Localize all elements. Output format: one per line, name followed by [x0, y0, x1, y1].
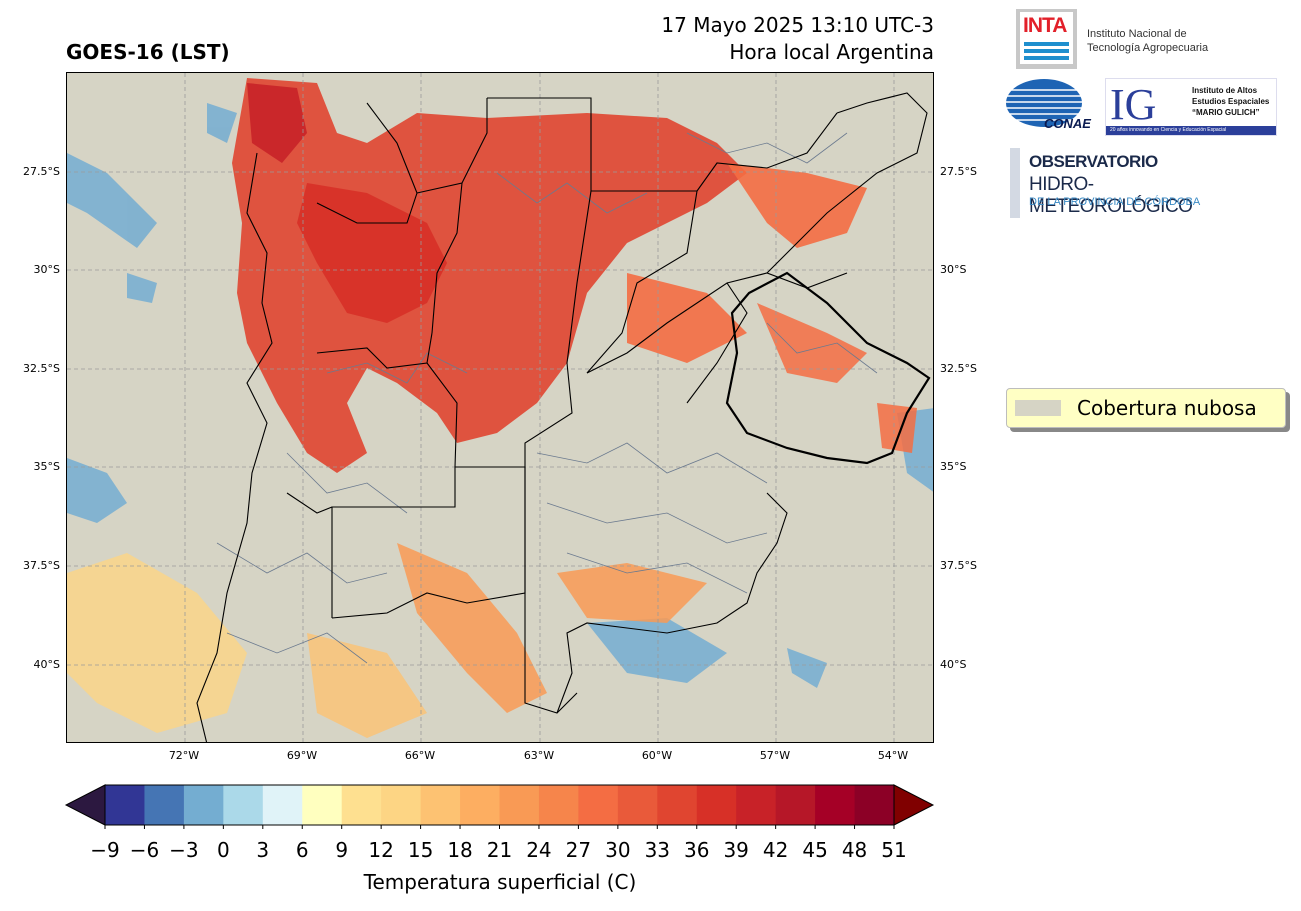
observatorio-line: HIDRO-METEOROLÓGICO — [1029, 174, 1193, 217]
warm-areas — [67, 78, 917, 738]
colorbar-segment — [183, 785, 224, 825]
lat-label-left: 35°S — [33, 460, 60, 473]
inta-name: Instituto Nacional de Tecnología Agropec… — [1087, 27, 1208, 55]
colorbar-tick-label: 3 — [256, 838, 270, 862]
ig-tagline: 20 años innovando en Ciencia y Educación… — [1106, 126, 1276, 135]
colorbar-tick-label: 42 — [762, 838, 789, 862]
colorbar-segment — [223, 785, 264, 825]
inta-name-line: Tecnología Agropecuaria — [1087, 42, 1209, 54]
colorbar-segment — [736, 785, 777, 825]
colorbar-segment — [775, 785, 816, 825]
department-borders — [216, 132, 878, 664]
conae-globe-icon — [1006, 79, 1082, 127]
lat-label-left: 40°S — [33, 658, 60, 671]
colorbar-segment — [420, 785, 461, 825]
colorbar-tick-label: 6 — [295, 838, 309, 862]
colorbar-tick-label: 45 — [802, 838, 828, 862]
conae-logo: CONAE — [1004, 78, 1094, 134]
ig-name-line: “MARIO GULICH” — [1192, 108, 1260, 117]
inta-logo: INTA — [1016, 9, 1077, 69]
colorbar-segment — [854, 785, 895, 825]
observatorio-logo: OBSERVATORIO HIDRO-METEOROLÓGICO DE LA P… — [1010, 146, 1250, 218]
map-title: GOES-16 (LST) — [66, 40, 230, 64]
lat-label-right: 32.5°S — [940, 362, 977, 375]
lon-label: 54°W — [877, 749, 909, 762]
colorbar-tick-label: 12 — [368, 838, 394, 862]
lat-label-right: 40°S — [940, 658, 967, 671]
colorbar-segment — [262, 785, 303, 825]
colorbar — [64, 784, 935, 829]
colorbar-segment — [815, 785, 856, 825]
colorbar-under-arrow — [64, 784, 106, 826]
colorbar-segment — [538, 785, 579, 825]
colorbar-tick-label: −6 — [129, 838, 160, 862]
colorbar-tick-label: 9 — [335, 838, 349, 862]
colorbar-segment — [105, 785, 145, 825]
colorbar-segment — [381, 785, 422, 825]
inta-name-line: Instituto Nacional de — [1087, 28, 1187, 40]
timestamp-line: 17 Mayo 2025 13:10 UTC-3 — [661, 13, 934, 37]
colorbar-tick-label: −3 — [169, 838, 199, 862]
colorbar-tick-label: 0 — [216, 838, 230, 862]
legend-label: Cobertura nubosa — [1077, 396, 1257, 420]
lat-label-left: 27.5°S — [23, 165, 60, 178]
colorbar-tick-label: 33 — [644, 838, 671, 862]
province-borders — [196, 97, 848, 742]
colorbar-segment — [499, 785, 540, 825]
colorbar-tick-label: 48 — [841, 838, 868, 862]
observatorio-line: DE LA PROVINCIA DE CÓRDOBA — [1029, 196, 1201, 208]
colorbar-segment — [302, 785, 343, 825]
lat-label-left: 32.5°S — [23, 362, 60, 375]
colorbar-tick-label: 21 — [486, 838, 513, 862]
international-border — [766, 92, 928, 274]
inta-logo-word: INTA — [1023, 14, 1067, 37]
observatorio-line: OBSERVATORIO — [1029, 152, 1158, 171]
ig-name-line: Estudios Espaciales — [1192, 97, 1270, 106]
timestamp-title: 17 Mayo 2025 13:10 UTC-3 Hora local Arge… — [560, 12, 934, 66]
colorbar-segment — [460, 785, 500, 825]
colorbar-label: Temperatura superficial (C) — [363, 870, 637, 894]
colorbar-tick-label: 15 — [407, 838, 434, 862]
ig-logo-word: IG — [1110, 80, 1157, 129]
ig-name: Instituto de Altos Estudios Espaciales “… — [1192, 85, 1269, 118]
lat-label-right: 30°S — [940, 263, 967, 276]
colorbar-tick-label: 30 — [605, 838, 631, 862]
ig-logo: IG Instituto de Altos Estudios Espaciale… — [1105, 78, 1277, 136]
colorbar-segment — [657, 785, 698, 825]
lon-label: 57°W — [759, 749, 791, 762]
colorbar-segment — [617, 785, 658, 825]
lat-label-right: 35°S — [940, 460, 967, 473]
lat-label-right: 27.5°S — [940, 165, 977, 178]
colorbar-tick-label: 24 — [526, 838, 552, 862]
lon-label: 66°W — [404, 749, 436, 762]
ig-name-line: Instituto de Altos — [1192, 86, 1258, 95]
map-panel — [66, 72, 934, 743]
cold-areas — [67, 103, 933, 688]
colorbar-tick-label: 39 — [723, 838, 749, 862]
colorbar-segment — [341, 785, 382, 825]
temperature-map — [67, 73, 933, 742]
lon-label: 63°W — [523, 749, 555, 762]
colorbar-segment — [578, 785, 619, 825]
lon-label: 72°W — [168, 749, 200, 762]
lon-label: 60°W — [641, 749, 673, 762]
lat-label-left: 30°S — [33, 263, 60, 276]
colorbar-tick-label: 18 — [447, 838, 473, 862]
colorbar-segment — [696, 785, 737, 825]
uruguay-border — [725, 271, 931, 465]
colorbar-tick-label: −9 — [90, 838, 120, 862]
colorbar-tick-label: 27 — [565, 838, 592, 862]
lat-label-left: 37.5°S — [23, 559, 60, 572]
colorbar-tick-label: 36 — [684, 838, 710, 862]
lon-label: 69°W — [286, 749, 318, 762]
colorbar-tick-label: 51 — [881, 838, 907, 862]
colorbar-over-arrow — [893, 784, 935, 826]
timezone-line: Hora local Argentina — [729, 40, 934, 64]
colorbar-segment — [144, 785, 185, 825]
legend-swatch — [1015, 400, 1061, 416]
conae-logo-word: CONAE — [1044, 116, 1091, 131]
legend: Cobertura nubosa — [1006, 388, 1286, 428]
lat-label-right: 37.5°S — [940, 559, 977, 572]
